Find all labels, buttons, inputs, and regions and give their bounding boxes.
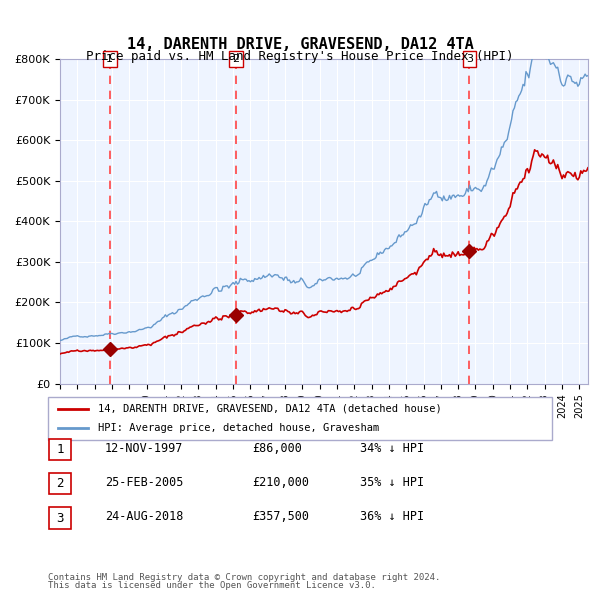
Text: This data is licensed under the Open Government Licence v3.0.: This data is licensed under the Open Gov… — [48, 581, 376, 590]
Text: 34% ↓ HPI: 34% ↓ HPI — [360, 442, 424, 455]
Text: £210,000: £210,000 — [252, 476, 309, 489]
Text: 14, DARENTH DRIVE, GRAVESEND, DA12 4TA (detached house): 14, DARENTH DRIVE, GRAVESEND, DA12 4TA (… — [98, 404, 442, 414]
Text: 3: 3 — [56, 512, 64, 525]
Text: Price paid vs. HM Land Registry's House Price Index (HPI): Price paid vs. HM Land Registry's House … — [86, 50, 514, 63]
Text: 1: 1 — [56, 443, 64, 456]
FancyBboxPatch shape — [49, 439, 71, 460]
Text: £86,000: £86,000 — [252, 442, 302, 455]
Text: 14, DARENTH DRIVE, GRAVESEND, DA12 4TA: 14, DARENTH DRIVE, GRAVESEND, DA12 4TA — [127, 37, 473, 52]
Text: 12-NOV-1997: 12-NOV-1997 — [105, 442, 184, 455]
Text: 3: 3 — [466, 54, 473, 64]
Text: HPI: Average price, detached house, Gravesham: HPI: Average price, detached house, Grav… — [98, 422, 380, 432]
Text: £357,500: £357,500 — [252, 510, 309, 523]
Text: 2: 2 — [56, 477, 64, 490]
Text: 36% ↓ HPI: 36% ↓ HPI — [360, 510, 424, 523]
Text: Contains HM Land Registry data © Crown copyright and database right 2024.: Contains HM Land Registry data © Crown c… — [48, 572, 440, 582]
FancyBboxPatch shape — [49, 507, 71, 529]
Text: 35% ↓ HPI: 35% ↓ HPI — [360, 476, 424, 489]
FancyBboxPatch shape — [48, 397, 552, 440]
Text: 2: 2 — [232, 54, 239, 64]
Text: 24-AUG-2018: 24-AUG-2018 — [105, 510, 184, 523]
Text: 25-FEB-2005: 25-FEB-2005 — [105, 476, 184, 489]
FancyBboxPatch shape — [49, 473, 71, 494]
Text: 1: 1 — [106, 54, 113, 64]
